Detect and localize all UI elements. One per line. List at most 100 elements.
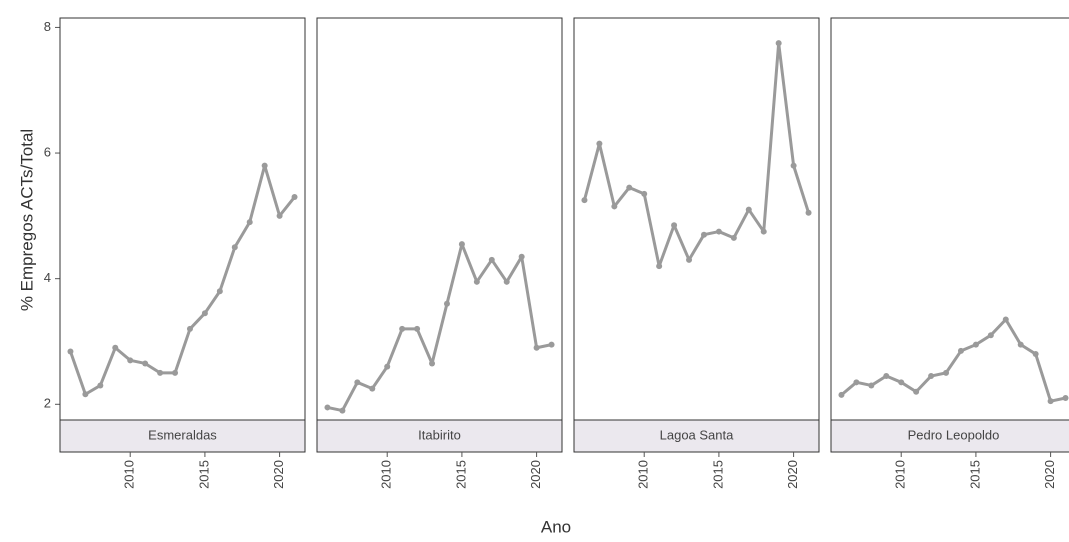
point [518, 253, 525, 260]
point [324, 404, 331, 411]
x-tick-label: 2010 [122, 460, 137, 489]
point [1062, 395, 1069, 402]
series-line [69, 164, 296, 396]
point [533, 344, 540, 351]
strip [573, 419, 820, 453]
panel [59, 17, 306, 421]
point [429, 360, 436, 367]
x-tick-label: 2020 [271, 460, 286, 489]
point [596, 140, 603, 147]
point [838, 391, 845, 398]
point [458, 241, 465, 248]
strip [830, 419, 1069, 453]
point [913, 388, 920, 395]
point [82, 391, 89, 398]
strip-label: Pedro Leopoldo [908, 427, 1000, 442]
point [700, 231, 707, 238]
panel [316, 17, 563, 421]
point [775, 40, 782, 47]
point [488, 256, 495, 263]
point [928, 373, 935, 380]
series-line [327, 242, 552, 413]
point [730, 234, 737, 241]
point [745, 206, 752, 213]
point [987, 332, 994, 339]
strip-label: Itabirito [418, 427, 461, 442]
point [641, 190, 648, 197]
x-tick-label: 2015 [967, 460, 982, 489]
y-axis-title: % Empregos ACTs/Total [17, 129, 36, 311]
point [548, 341, 555, 348]
panel [573, 17, 820, 421]
x-tick-label: 2015 [710, 460, 725, 489]
y-tick-label: 4 [44, 270, 51, 285]
point [276, 212, 283, 219]
x-tick-label: 2010 [379, 460, 394, 489]
point [291, 194, 298, 201]
y-tick-label: 6 [44, 144, 51, 159]
point [805, 209, 812, 216]
point [853, 379, 860, 386]
x-tick-label: 2010 [893, 460, 908, 489]
point [671, 222, 678, 229]
point [473, 278, 480, 285]
y-tick-label: 2 [44, 396, 51, 411]
point [201, 310, 208, 317]
point [943, 369, 950, 376]
strip-label: Esmeraldas [148, 427, 217, 442]
point [686, 256, 693, 263]
strip [316, 419, 563, 453]
point [246, 219, 253, 226]
point [231, 244, 238, 251]
y-tick-label: 8 [44, 19, 51, 34]
point [172, 369, 179, 376]
series-line [840, 318, 1066, 403]
point [581, 197, 588, 204]
strip [59, 419, 306, 453]
x-tick-label: 2020 [528, 460, 543, 489]
point [414, 325, 421, 332]
point [1032, 351, 1039, 358]
x-tick-label: 2020 [785, 460, 800, 489]
point [1002, 316, 1009, 323]
point [261, 162, 268, 169]
point [112, 344, 119, 351]
point [384, 363, 391, 370]
x-tick-label: 2015 [453, 460, 468, 489]
point [611, 203, 618, 210]
point [186, 325, 193, 332]
point [760, 228, 767, 235]
point [656, 263, 663, 270]
strip-label: Lagoa Santa [660, 427, 735, 442]
point [67, 348, 74, 355]
point [399, 325, 406, 332]
point [898, 379, 905, 386]
point [957, 347, 964, 354]
point [1017, 341, 1024, 348]
point [339, 407, 346, 414]
point [972, 341, 979, 348]
point [868, 382, 875, 389]
point [216, 288, 223, 295]
series-line [583, 41, 810, 268]
x-tick-label: 2010 [636, 460, 651, 489]
point [883, 373, 890, 380]
point [157, 369, 164, 376]
point [142, 360, 149, 367]
point [354, 379, 361, 386]
x-tick-label: 2020 [1042, 460, 1057, 489]
point [97, 382, 104, 389]
point [369, 385, 376, 392]
point [1047, 398, 1054, 405]
panel [830, 17, 1069, 421]
point [715, 228, 722, 235]
point [626, 184, 633, 191]
point [127, 357, 134, 364]
point [503, 278, 510, 285]
x-axis-title: Ano [541, 517, 571, 536]
point [443, 300, 450, 307]
x-tick-label: 2015 [196, 460, 211, 489]
point [790, 162, 797, 169]
